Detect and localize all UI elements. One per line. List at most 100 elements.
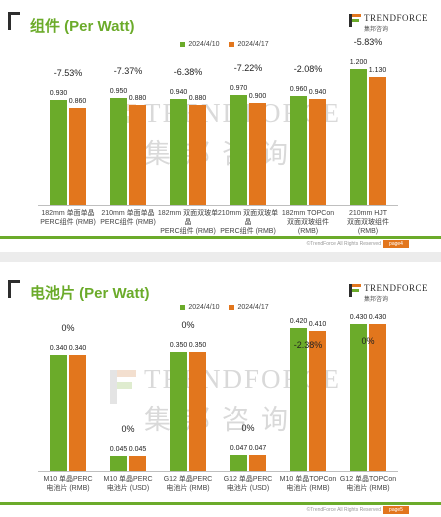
bar-series-2-6 (369, 324, 386, 471)
category-label-line: 双面双玻组件 (RMB) (347, 219, 389, 235)
change-label: -5.83% (353, 37, 383, 48)
bar-series-2-6 (369, 77, 386, 205)
category-label-line: 电池片 (RMB) (46, 485, 90, 492)
data-label: 0.960 (289, 86, 308, 94)
logo-word: TRENDFORCE (364, 13, 429, 23)
change-label: -7.53% (53, 67, 83, 78)
chart-legend: 2024/4/10 2024/4/17 (0, 41, 441, 48)
bar-series-2-5 (309, 98, 326, 205)
legend-label-series-2: 2024/4/17 (237, 304, 269, 311)
change-label: -2.08% (293, 64, 323, 75)
bar-series-1-6 (350, 69, 367, 205)
data-label: 0.340 (49, 344, 68, 352)
category-label-line: M10 单晶PERC (43, 476, 93, 483)
change-label: 0% (241, 422, 255, 433)
bar-series-2-4 (249, 454, 266, 471)
category-label: M10 单晶TOPCon 电池片 (RMB) (277, 475, 339, 493)
bar-series-1-3 (170, 351, 187, 471)
data-label: 0.410 (308, 321, 327, 329)
bar-series-2-3 (189, 351, 206, 471)
change-label: -6.38% (173, 66, 203, 77)
data-label: 1.200 (349, 59, 368, 67)
slide-gap (0, 252, 441, 262)
bar-series-1-3 (170, 98, 187, 205)
bar-series-2-4 (249, 103, 266, 205)
bar-series-1-2 (110, 455, 127, 471)
category-label: 210mm 双面双玻单晶 PERC组件 (RMB) (217, 209, 279, 236)
change-label: 0% (121, 423, 135, 434)
category-label-line: 182mm 单面单晶 (41, 210, 95, 217)
data-label: 0.940 (169, 88, 188, 96)
data-label: 0.900 (248, 93, 267, 101)
category-label-line: 电池片 (RMB) (166, 485, 210, 492)
category-label-line: 210mm HJT (348, 210, 388, 217)
copyright-text: ©TrendForce All Rights Reserved (306, 507, 381, 513)
category-label: M10 单晶PERC 电池片 (USD) (97, 475, 159, 493)
module-price-slide: 组件 (Per Watt) TRENDFORCE 集邦咨询 2024/4/10 … (0, 0, 441, 252)
category-label: M10 单晶PERC 电池片 (RMB) (37, 475, 99, 493)
category-label-line: 210mm 双面双玻单晶 (217, 210, 279, 226)
category-label-line: PERC组件 (RMB) (160, 228, 216, 235)
category-label-line: 182mm 双面双玻单晶 (157, 210, 219, 226)
corner-mark (8, 280, 20, 298)
data-label: 0.970 (229, 85, 248, 93)
category-label: 182mm 双面双玻单晶 PERC组件 (RMB) (157, 209, 219, 236)
data-label: 0.940 (308, 88, 327, 96)
logo-sub: 集邦咨询 (364, 297, 389, 303)
category-label-line: M10 单晶PERC (103, 476, 153, 483)
category-label-line: 182mm TOPCon (281, 210, 335, 217)
logo-word: TRENDFORCE (364, 283, 429, 293)
bar-series-2-5 (309, 331, 326, 471)
data-label: 0.880 (128, 95, 147, 103)
change-label: -7.37% (113, 65, 143, 76)
page-tag: page4 (383, 240, 409, 248)
data-label: 0.430 (349, 314, 368, 322)
category-label: 182mm 单面单晶 PERC组件 (RMB) (37, 209, 99, 227)
legend-swatch-green (180, 304, 186, 310)
change-label: 0% (361, 336, 375, 347)
footer-line (0, 236, 441, 239)
data-label: 0.880 (188, 95, 207, 103)
category-label: G12 单晶PERC 电池片 (RMB) (157, 475, 219, 493)
data-label: 0.930 (49, 89, 68, 97)
legend-swatch-orange (229, 41, 235, 47)
data-label: 0.045 (128, 445, 147, 453)
bar-series-2-3 (189, 105, 206, 205)
cell-price-slide: 电池片 (Per Watt) TRENDFORCE 集邦咨询 2024/4/10… (0, 262, 441, 514)
category-label: 210mm HJT 双面双玻组件 (RMB) (337, 209, 399, 236)
bar-series-2-1 (69, 107, 86, 205)
chart-legend: 2024/4/10 2024/4/17 (0, 304, 441, 311)
legend-label-series-2: 2024/4/17 (237, 41, 269, 48)
data-label: 0.340 (68, 344, 87, 352)
bar-series-2-2 (129, 455, 146, 471)
change-label: -2.38% (293, 339, 323, 350)
x-axis-line (38, 205, 398, 206)
data-label: 0.047 (248, 444, 267, 452)
category-label-line: 双面双玻组件 (RMB) (287, 219, 329, 235)
data-label: 0.350 (188, 341, 207, 349)
bar-series-1-4 (230, 95, 247, 205)
category-label: 182mm TOPCon 双面双玻组件 (RMB) (277, 209, 339, 236)
bar-series-2-2 (129, 105, 146, 205)
category-label: G12 单晶TOPCon 电池片 (RMB) (337, 475, 399, 493)
data-label: 0.047 (229, 444, 248, 452)
category-label: 210mm 单面单晶 PERC组件 (RMB) (97, 209, 159, 227)
category-label-line: 电池片 (RMB) (286, 485, 330, 492)
category-label-line: M10 单晶TOPCon (279, 476, 337, 483)
data-label: 0.420 (289, 317, 308, 325)
data-label: 0.860 (68, 97, 87, 105)
change-label: 0% (181, 319, 195, 330)
x-axis-line (38, 471, 398, 472)
category-label: G12 单晶PERC 电池片 (USD) (217, 475, 279, 493)
bar-series-1-2 (110, 97, 127, 205)
bar-series-1-4 (230, 454, 247, 471)
logo-sub: 集邦咨询 (364, 27, 389, 33)
bar-series-1-6 (350, 324, 367, 471)
category-label-line: G12 单晶PERC (223, 476, 273, 483)
trendforce-logo: TRENDFORCE 集邦咨询 (349, 282, 429, 306)
bar-series-1-5 (290, 96, 307, 205)
footer-line (0, 502, 441, 505)
chart-title: 组件 (Per Watt) (30, 18, 135, 35)
legend-swatch-orange (229, 304, 235, 310)
category-label-line: 电池片 (USD) (226, 485, 270, 492)
